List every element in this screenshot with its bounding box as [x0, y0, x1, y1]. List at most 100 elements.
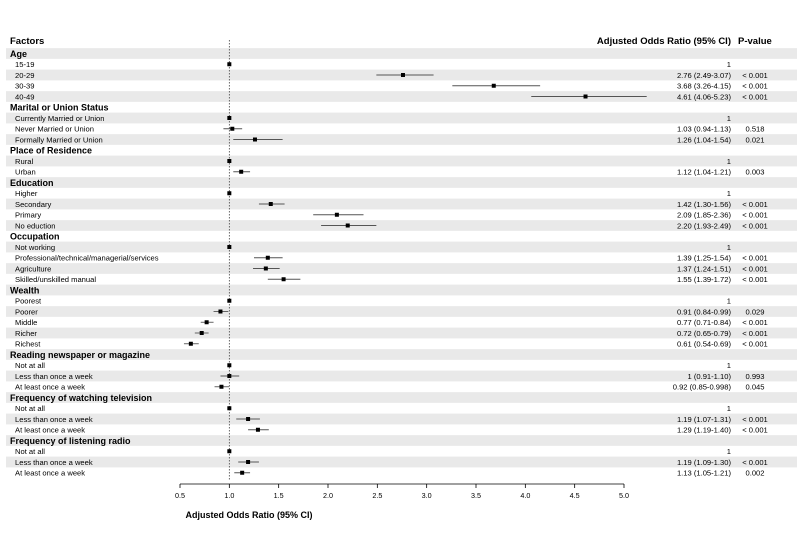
row-label: Currently Married or Union — [15, 114, 104, 123]
or-value: 1.19 (1.07-1.31) — [677, 415, 732, 424]
row-stripe — [6, 134, 797, 145]
or-value: 0.77 (0.71-0.84) — [677, 318, 732, 327]
row-label: 40-49 — [15, 92, 34, 101]
x-tick-label: 2.5 — [372, 491, 382, 500]
row-label: Poorest — [15, 297, 42, 306]
p-value: < 0.001 — [742, 92, 768, 101]
p-value: 0.002 — [745, 469, 764, 478]
p-value: < 0.001 — [742, 254, 768, 263]
or-value: 1.12 (1.04-1.21) — [677, 168, 732, 177]
point-estimate — [218, 309, 223, 314]
or-value: 1 — [727, 404, 731, 413]
point-estimate — [227, 191, 232, 196]
p-value: < 0.001 — [742, 458, 768, 467]
x-tick-label: 4.0 — [520, 491, 530, 500]
row-label: Not working — [15, 243, 55, 252]
group-label: Place of Residence — [10, 146, 92, 156]
point-estimate — [227, 159, 232, 163]
p-value: < 0.001 — [742, 82, 768, 91]
row-label: No eduction — [15, 221, 56, 230]
row-stripe — [6, 284, 797, 296]
p-value: 0.045 — [745, 383, 764, 392]
p-value: < 0.001 — [742, 264, 768, 273]
row-label: Not at all — [15, 361, 45, 370]
point-estimate — [334, 212, 339, 217]
row-stripe — [6, 456, 797, 468]
row-label: Higher — [15, 189, 38, 198]
point-estimate — [230, 126, 235, 131]
or-value: 0.72 (0.65-0.79) — [677, 329, 732, 338]
or-value: 0.92 (0.85-0.998) — [673, 383, 732, 392]
row-label: Less than once a week — [15, 415, 93, 424]
point-estimate — [246, 417, 251, 421]
or-value: 1 — [727, 243, 731, 252]
x-axis-label: Adjusted Odds Ratio (95% CI) — [185, 510, 312, 520]
or-value: 0.61 (0.54-0.69) — [677, 340, 732, 349]
group-label: Wealth — [10, 285, 39, 295]
or-value: 1.29 (1.19-1.40) — [677, 426, 732, 435]
point-estimate — [227, 62, 232, 67]
row-stripe — [6, 370, 797, 382]
point-estimate — [227, 298, 232, 303]
row-label: At least once a week — [15, 383, 85, 392]
row-label: Richest — [15, 340, 41, 349]
or-value: 3.68 (3.26-4.15) — [677, 82, 732, 91]
row-stripe — [6, 48, 797, 59]
row-stripe — [6, 327, 797, 339]
or-value: 1 — [727, 361, 731, 370]
or-value: 2.76 (2.49-3.07) — [677, 71, 732, 80]
point-estimate — [268, 202, 273, 206]
point-estimate — [255, 427, 260, 432]
row-label: Secondary — [15, 200, 52, 209]
row-stripe — [6, 198, 797, 210]
group-label: Frequency of listening radio — [10, 436, 131, 446]
group-label: Reading newspaper or magazine — [10, 350, 150, 360]
row-label: Not at all — [15, 447, 45, 456]
row-label: Rural — [15, 157, 33, 166]
row-label: 20-29 — [15, 71, 34, 80]
x-tick-label: 1.5 — [274, 491, 284, 500]
or-value: 2.20 (1.93-2.49) — [677, 221, 732, 230]
or-value: 1.13 (1.05-1.21) — [677, 469, 732, 478]
p-value: 0.021 — [745, 135, 764, 144]
or-value: 4.61 (4.06-5.23) — [677, 92, 732, 101]
header-factors: Factors — [10, 36, 44, 47]
group-label: Frequency of watching television — [10, 393, 152, 403]
row-label: Poorer — [15, 307, 38, 316]
row-label: Skilled/unskilled manual — [15, 275, 96, 284]
x-tick-label: 3.0 — [422, 491, 432, 500]
or-value: 1.42 (1.30-1.56) — [677, 200, 732, 209]
p-value: < 0.001 — [742, 71, 768, 80]
point-estimate — [227, 406, 232, 411]
group-label: Marital or Union Status — [10, 103, 109, 113]
x-tick-label: 3.5 — [471, 491, 481, 500]
point-estimate — [265, 255, 270, 260]
row-stripes — [6, 48, 797, 468]
or-value: 2.09 (1.85-2.36) — [677, 211, 732, 220]
p-value: < 0.001 — [742, 200, 768, 209]
or-value: 0.91 (0.84-0.99) — [677, 307, 732, 316]
p-value: < 0.001 — [742, 275, 768, 284]
p-value: < 0.001 — [742, 211, 768, 220]
group-label: Age — [10, 49, 27, 59]
or-value: 1 — [727, 297, 731, 306]
p-value: < 0.001 — [742, 426, 768, 435]
p-value: < 0.001 — [742, 318, 768, 327]
point-estimate — [204, 320, 209, 325]
or-value: 1.39 (1.25-1.54) — [677, 254, 732, 263]
or-value: 1.19 (1.09-1.30) — [677, 458, 732, 467]
p-value: < 0.001 — [742, 221, 768, 230]
header-or-ci: Adjusted Odds Ratio (95% CI) — [597, 36, 731, 47]
point-estimate — [219, 384, 224, 389]
row-stripe — [6, 91, 797, 102]
point-estimate — [263, 266, 268, 271]
p-value: < 0.001 — [742, 329, 768, 338]
x-tick-label: 0.5 — [175, 491, 185, 500]
row-stripe — [6, 306, 797, 317]
or-value: 1 — [727, 447, 731, 456]
row-stripe — [6, 155, 797, 167]
row-stripe — [6, 435, 797, 446]
p-value: 0.003 — [745, 168, 764, 177]
